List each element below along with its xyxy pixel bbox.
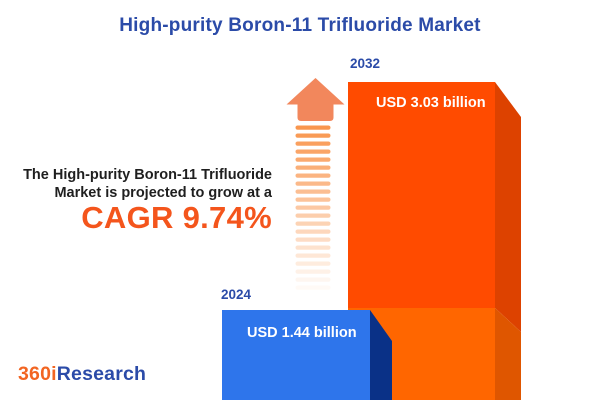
bar-2024-front: [222, 310, 370, 400]
bar-2032-front: [348, 82, 495, 308]
bar-2032-side-lower: [495, 308, 521, 400]
bar-2032-year-label: 2032: [350, 56, 381, 71]
bar-2024-side: [370, 310, 392, 400]
annotation-line-2: Market is projected to grow at a: [54, 185, 272, 202]
market-growth-annotation: The High-purity Boron-11 Trifluoride Mar…: [0, 166, 272, 203]
annotation-line-1: The High-purity Boron-11 Trifluoride: [23, 167, 272, 183]
bar-2024-year-label: 2024: [221, 287, 252, 302]
growth-arrow-fade-stripes: [295, 125, 331, 290]
bar-2032-value-label: USD 3.03 billion: [376, 95, 486, 111]
brand-logo: 360iResearch: [18, 363, 146, 386]
bar-2024-value-label: USD 1.44 billion: [247, 325, 357, 341]
bar-2032-side: [495, 82, 521, 332]
brand-logo-360i: 360i: [18, 363, 57, 385]
growth-arrow-icon: [286, 78, 345, 121]
cagr-value: CAGR 9.74%: [81, 200, 272, 235]
brand-logo-research: Research: [56, 363, 147, 385]
page-title: High-purity Boron-11 Trifluoride Market: [119, 15, 481, 36]
